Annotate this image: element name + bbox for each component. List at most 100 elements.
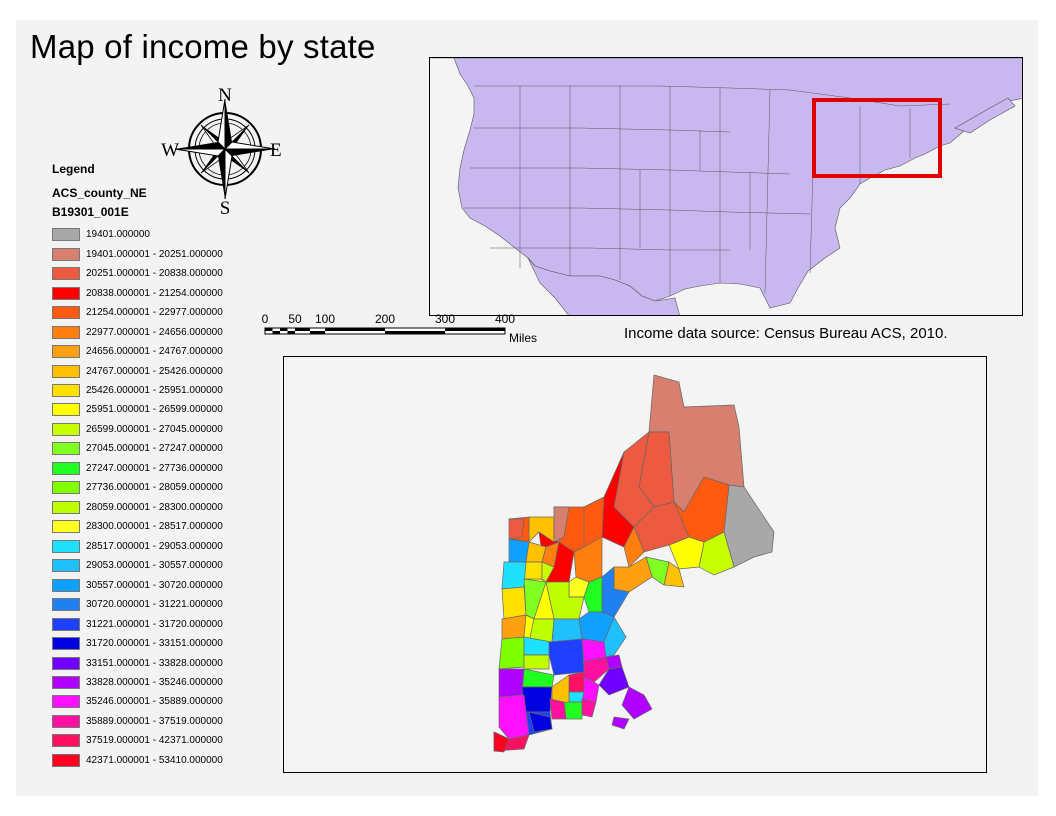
legend-item: 31221.000001 - 31720.000000 <box>52 614 223 633</box>
legend-item: 25951.000001 - 26599.000000 <box>52 400 223 419</box>
legend-label: 26599.000001 - 27045.000000 <box>86 423 223 435</box>
county-worcester <box>548 638 585 676</box>
legend-swatch <box>52 442 80 456</box>
legend-swatch <box>52 578 80 592</box>
county-bennington <box>501 614 527 640</box>
legend-label: 20251.000001 - 20838.000000 <box>86 268 223 280</box>
legend-swatch <box>52 617 80 631</box>
legend-item: 24767.000001 - 25426.000000 <box>52 361 223 380</box>
legend-item: 35246.000001 - 35889.000000 <box>52 692 223 711</box>
legend-item: 19401.000001 - 20251.000000 <box>52 244 223 263</box>
legend-swatch <box>52 676 80 690</box>
scale-bar-segments <box>264 327 506 335</box>
legend-swatch <box>52 500 80 514</box>
legend-item: 31720.000001 - 33151.000000 <box>52 634 223 653</box>
legend-swatch <box>52 403 80 417</box>
legend-label: 28300.000001 - 28517.000000 <box>86 521 223 533</box>
legend-item: 35889.000001 - 37519.000000 <box>52 712 223 731</box>
legend-item: 28059.000001 - 28300.000000 <box>52 498 223 517</box>
legend-label: 24656.000001 - 24767.000000 <box>86 346 223 358</box>
county-fairfield-sw <box>493 731 510 753</box>
county-washington-vt <box>523 561 543 580</box>
legend-class-list: 19401.000000 19401.000001 - 20251.000000 2… <box>52 225 223 770</box>
county-windham-ct <box>549 698 567 720</box>
legend-label: 29053.000001 - 30557.000000 <box>86 560 223 572</box>
county-barnstable <box>621 686 653 720</box>
county-bristol <box>581 676 600 703</box>
scale-tick-label: 200 <box>375 312 395 326</box>
legend-item: 27247.000001 - 27736.000000 <box>52 459 223 478</box>
legend-swatch <box>52 695 80 709</box>
legend-label: 20838.000001 - 21254.000000 <box>86 287 223 299</box>
county-grand-isle <box>508 518 525 540</box>
legend-label: 31221.000001 - 31720.000000 <box>86 618 223 630</box>
county-hampden <box>521 668 555 688</box>
legend-item: 25426.000001 - 25951.000000 <box>52 381 223 400</box>
compass-south-label: S <box>220 198 231 217</box>
main-map-frame <box>283 356 987 773</box>
legend-label: 27247.000001 - 27736.000000 <box>86 462 223 474</box>
scale-tick-label: 0 <box>262 312 269 326</box>
legend-item: 37519.000001 - 42371.000000 <box>52 731 223 750</box>
legend-item: 26599.000001 - 27045.000000 <box>52 420 223 439</box>
legend-swatch <box>52 539 80 553</box>
legend-label: 19401.000000 <box>86 229 150 241</box>
data-source-note: Income data source: Census Bureau ACS, 2… <box>624 325 948 342</box>
legend-title: Legend <box>52 162 95 176</box>
legend-label: 42371.000001 - 53410.000000 <box>86 754 223 766</box>
legend-swatch <box>52 714 80 728</box>
legend-item: 20838.000001 - 21254.000000 <box>52 283 223 302</box>
legend-item: 27045.000001 - 27247.000000 <box>52 439 223 458</box>
legend-label: 33828.000001 - 35246.000000 <box>86 677 223 689</box>
legend-item: 33828.000001 - 35246.000000 <box>52 673 223 692</box>
scale-tick-label: 300 <box>435 312 455 326</box>
county-essex-ma <box>603 616 627 658</box>
legend-label: 33151.000001 - 33828.000000 <box>86 657 223 669</box>
legend-swatch <box>52 598 80 612</box>
legend-label: 30720.000001 - 31221.000000 <box>86 599 223 611</box>
legend-label: 19401.000001 - 20251.000000 <box>86 248 223 260</box>
legend-swatch <box>52 461 80 475</box>
legend-label: 28517.000001 - 29053.000000 <box>86 540 223 552</box>
legend-label: 28059.000001 - 28300.000000 <box>86 501 223 513</box>
legend-field-name: B19301_001E <box>52 205 129 219</box>
scale-tick-label: 100 <box>315 312 335 326</box>
legend-swatch <box>52 422 80 436</box>
legend-swatch <box>52 559 80 573</box>
scale-tick-label: 400 <box>495 312 515 326</box>
legend-item: 21254.000001 - 22977.000000 <box>52 303 223 322</box>
legend-label: 35246.000001 - 35889.000000 <box>86 696 223 708</box>
map-title: Map of income by state <box>30 28 376 65</box>
legend-item: 30720.000001 - 31221.000000 <box>52 595 223 614</box>
county-chittenden <box>508 538 530 563</box>
legend-label: 37519.000001 - 42371.000000 <box>86 735 223 747</box>
compass-west-label: W <box>161 140 179 161</box>
overview-nova-scotia <box>954 97 1016 134</box>
legend-item: 29053.000001 - 30557.000000 <box>52 556 223 575</box>
legend-label: 27045.000001 - 27247.000000 <box>86 443 223 455</box>
legend-item: 42371.000001 - 53410.000000 <box>52 751 223 770</box>
legend-label: 35889.000001 - 37519.000000 <box>86 715 223 727</box>
legend-label: 25951.000001 - 26599.000000 <box>86 404 223 416</box>
county-essex <box>553 506 570 543</box>
legend-swatch <box>52 753 80 767</box>
legend-swatch <box>52 520 80 534</box>
overview-extent-box <box>812 98 942 178</box>
overview-state-lines <box>464 85 951 296</box>
legend-layer-name: ACS_county_NE <box>52 186 147 200</box>
county-middlesex-ct <box>528 711 553 733</box>
legend-item: 19401.000000 <box>52 225 223 244</box>
legend-swatch <box>52 481 80 495</box>
scale-tick-label: 50 <box>288 312 302 326</box>
legend-item: 28300.000001 - 28517.000000 <box>52 517 223 536</box>
legend-swatch <box>52 383 80 397</box>
legend-label: 25426.000001 - 25951.000000 <box>86 384 223 396</box>
county-hartford <box>521 686 553 713</box>
legend-swatch <box>52 267 80 281</box>
county-new-haven <box>498 694 530 740</box>
legend-swatch <box>52 306 80 320</box>
county-newport <box>581 698 597 718</box>
county-dukes <box>611 716 630 730</box>
legend-label: 21254.000001 - 22977.000000 <box>86 307 223 319</box>
legend-swatch <box>52 656 80 670</box>
